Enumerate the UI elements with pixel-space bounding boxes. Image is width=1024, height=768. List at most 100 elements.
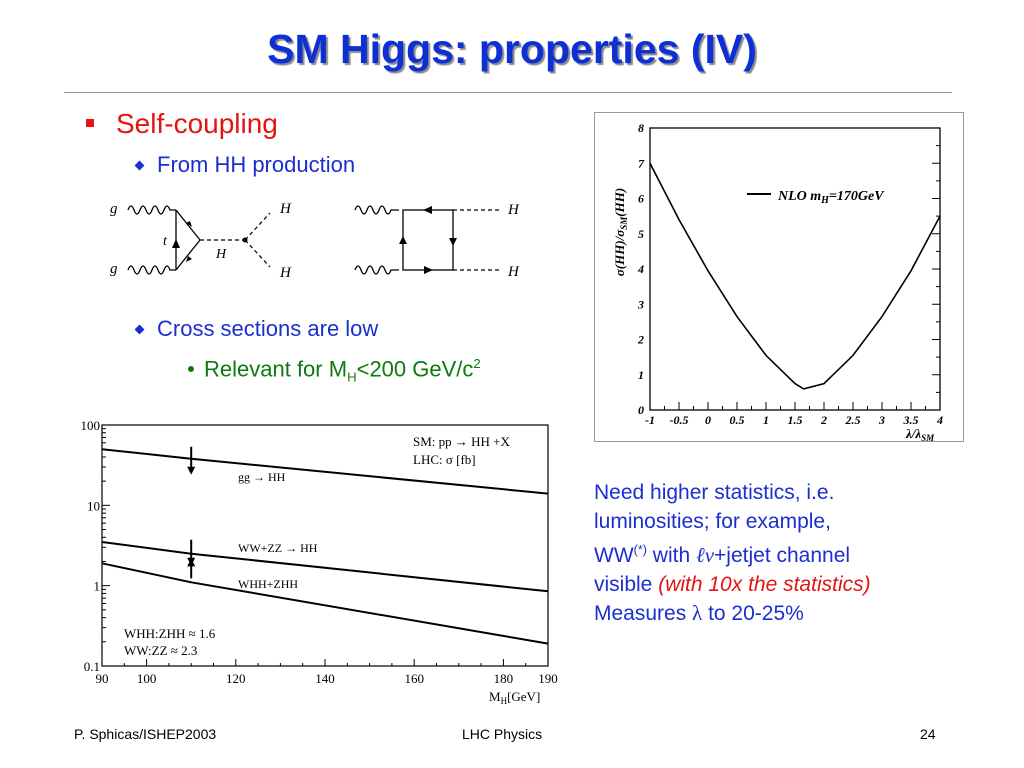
x-tick-label: 3 [878,413,885,427]
x-tick-label: 0.5 [730,413,745,427]
x-tick-label: 0 [705,413,711,427]
x-tick-label: 100 [137,671,157,686]
self-coupling-ratio-chart: -1 -0.5 0 0.5 1 1.5 2 2.5 3 3.5 4 0 1 2 3 4 5 6 7 8 NLO mH=… [594,112,964,442]
arrow-icon [186,256,192,262]
diamond-bullet-icon [134,324,145,335]
gluon-bottom [127,265,176,275]
gluon-bottom-box [354,265,399,275]
box-loop [402,209,454,271]
square-bullet-icon [86,118,94,127]
y-axis-label: σ(HH)/σSM(HH) [612,188,629,276]
subbullet-text: Cross sections are low [157,316,379,341]
arrow-icon [186,221,192,227]
y-tick-label: 4 [637,262,644,276]
higgs-out-top [244,212,271,241]
curve-gg-hh [101,448,549,495]
relevant-pre: Relevant for M [204,356,348,382]
y-tick-label: 10 [87,498,100,513]
note-measures: Measures [594,602,693,625]
bullet-text: Self-coupling [116,108,278,139]
x-tick-label: 160 [404,671,424,686]
subbullet-hh-production: From HH production [134,152,356,178]
subsubbullet-relevant: Relevant for MH<200 GeV/c2 [188,356,481,385]
relevant-sub: H [347,369,357,385]
y-tick-label: 5 [638,227,644,241]
gluon-label-top: g [110,201,118,217]
x-tick-label: 140 [315,671,335,686]
feynman-diagrams: g g t H H H H H [110,201,520,281]
y-tick-label: 0.1 [84,659,100,674]
y-tick-label: 1 [94,579,101,594]
higgs-label-bottom: H [279,265,292,281]
note-precision: to 20-25% [702,602,804,625]
higgs-propagator-label: H [215,247,227,262]
higgs-out-bottom [244,239,271,268]
note-lepton-nu: ℓν [695,543,715,567]
y-tick-label: 100 [81,418,101,433]
legend-label: NLO mH=170GeV [777,189,885,206]
footer-author: P. Sphicas/ISHEP2003 [74,726,217,742]
footer-page-number: 24 [920,726,936,742]
series-label-whhzhh: WHH+ZHH [238,577,298,591]
x-tick-label: 190 [538,671,558,686]
x-tick-label: 3.5 [903,413,919,427]
arrow-icon [424,266,433,274]
title-divider [64,92,952,93]
arrow-up-icon [187,558,196,567]
x-tick-label: 4 [936,413,943,427]
box-higgs-label-top: H [507,202,520,218]
footer-course: LHC Physics [462,726,543,742]
relevant-post: <200 GeV/c [356,356,474,382]
y-tick-label: 1 [638,368,644,382]
x-axis-label: MH[GeV] [489,689,540,706]
note-visible: visible [594,573,659,596]
top-loop-lower [175,239,201,271]
x-tick-label: 180 [494,671,514,686]
x-tick-label: 1 [763,413,769,427]
x-tick-label: -1 [645,413,655,427]
note-lambda: λ [692,601,703,625]
top-quark-label: t [163,234,168,249]
x-tick-label: 120 [226,671,246,686]
x-tick-label: 1.5 [788,413,803,427]
curve-wwzz-hh [101,541,549,593]
subbullet-cross-sections: Cross sections are low [134,316,379,342]
x-tick-label: 90 [96,671,109,686]
annotation-line1: WHH:ZHH ≈ 1.6 [124,626,216,641]
higgs-label-top: H [279,201,292,217]
statistics-note: Need higher statistics, i.e. luminositie… [594,478,994,628]
x-tick-label: 2.5 [845,413,861,427]
series-label-gg: gg → HH [238,470,286,484]
y-tick-label: 2 [637,333,644,347]
subbullet-text: From HH production [157,152,356,177]
curve-nlo-170 [649,162,941,390]
note-ww-sup: (*) [633,543,647,557]
gluon-top [127,205,176,215]
chart-border [594,112,964,442]
box-higgs-label-bottom: H [507,264,520,280]
note-ww: WW [594,544,634,567]
gluon-top-box [354,205,399,215]
relevant-sup: 2 [473,356,481,371]
y-tick-label: 7 [638,156,645,170]
series-label-wwzz: WW+ZZ → HH [238,541,318,555]
arrow-icon [172,239,180,248]
note-10x: (with 10x the statistics) [658,573,871,596]
note-jetjet: +jetjet channel [714,544,851,567]
note-line2: luminosities; for example, [594,510,831,533]
gluon-label-bottom: g [110,261,118,277]
top-loop-upper [175,209,201,241]
curve-whh-zhh [101,562,549,645]
x-tick-label: 2 [820,413,827,427]
note-line3: WW(*) with ℓν+jetjet channel [594,536,994,570]
slide-title: SM Higgs: properties (IV) [267,26,757,72]
legend-box-line2: LHC: σ [fb] [413,452,476,467]
hh-cross-section-chart: 90 100 120 140 160 180 190 0.1 1 10 100 SM: pp → H… [81,418,558,706]
bullet-self-coupling: Self-coupling [86,108,278,140]
arrow-icon [423,206,432,214]
diamond-bullet-icon [134,160,145,171]
y-tick-label: 8 [638,121,644,135]
y-tick-label: 3 [637,297,644,311]
note-with: with [646,544,696,567]
note-line5: Measures λ to 20-25% [594,599,994,628]
